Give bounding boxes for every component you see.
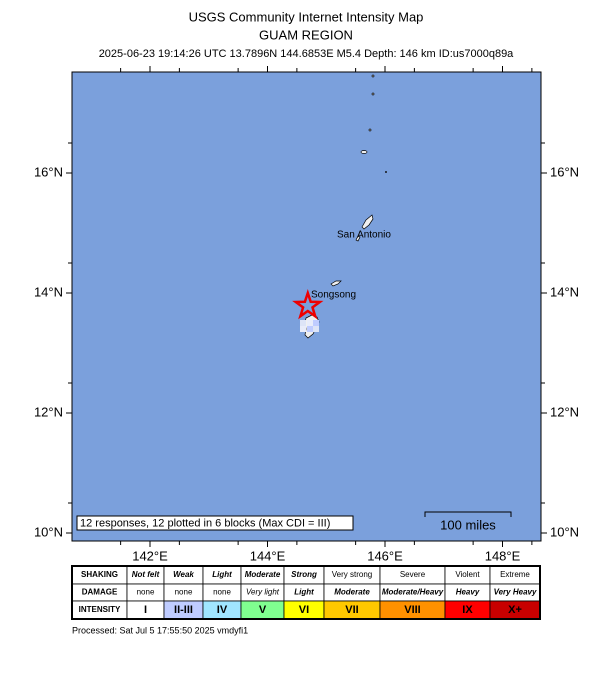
intensity-label: X+ xyxy=(508,604,522,616)
cdi-block xyxy=(300,320,306,326)
ocean xyxy=(71,71,542,542)
event-info: 2025-06-23 19:14:26 UTC 13.7896N 144.685… xyxy=(99,48,514,60)
island xyxy=(385,171,387,173)
legend-text: Violent xyxy=(455,570,480,579)
lat-label: 10°N xyxy=(34,524,63,539)
lon-label: 144°E xyxy=(250,548,286,563)
scale-bar xyxy=(424,511,512,517)
island xyxy=(368,128,372,132)
cdi-block xyxy=(313,326,319,332)
legend: SHAKING Not felt Weak Light Moderate Strong Ve… xyxy=(71,565,541,620)
intensity-label: IV xyxy=(217,604,228,616)
intensity-label: VII xyxy=(345,604,358,616)
subtitle: GUAM REGION xyxy=(259,27,353,42)
title: USGS Community Internet Intensity Map xyxy=(189,9,424,24)
lon-label: 146°E xyxy=(367,548,403,563)
legend-text: Moderate xyxy=(334,588,370,597)
legend-row-label: INTENSITY xyxy=(79,605,121,614)
lon-label: 148°E xyxy=(485,548,521,563)
legend-text: Not felt xyxy=(132,570,160,579)
island xyxy=(371,74,375,78)
place-label: Songsong xyxy=(311,290,356,301)
intensity-label: VI xyxy=(299,604,309,616)
lat-label: 14°N xyxy=(550,284,579,299)
scale-label: 100 miles xyxy=(440,517,496,532)
rota xyxy=(330,280,342,287)
lon-label: 142°E xyxy=(132,548,168,563)
legend-text: Strong xyxy=(291,570,317,579)
intensity-label: I xyxy=(144,604,147,616)
lat-label: 14°N xyxy=(34,284,63,299)
legend-row-label: DAMAGE xyxy=(82,588,118,597)
legend-text: Extreme xyxy=(500,570,530,579)
legend-text: Moderate/Heavy xyxy=(382,588,444,597)
legend-text: none xyxy=(175,588,193,597)
legend-text: Very Heavy xyxy=(494,588,537,597)
place-label: San Antonio xyxy=(337,230,391,241)
tinian xyxy=(355,235,361,242)
saipan xyxy=(361,214,374,230)
footer: Processed: Sat Jul 5 17:55:50 2025 vmdyf… xyxy=(72,625,248,635)
legend-text: Weak xyxy=(173,570,194,579)
legend-text: none xyxy=(137,588,155,597)
cdi-block xyxy=(300,326,306,332)
cdi-block xyxy=(307,326,313,332)
anatahan xyxy=(360,150,368,154)
response-text: 12 responses, 12 plotted in 6 blocks (Ma… xyxy=(80,517,330,529)
lat-label: 10°N xyxy=(550,524,579,539)
lat-label: 12°N xyxy=(34,404,63,419)
intensity-label: VIII xyxy=(404,604,421,616)
intensity-label: V xyxy=(259,604,267,616)
legend-text: Very strong xyxy=(332,570,372,579)
island xyxy=(371,92,375,96)
intensity-label: IX xyxy=(462,604,473,616)
response-box xyxy=(76,515,354,531)
lat-label: 16°N xyxy=(550,164,579,179)
intensity-label: II-III xyxy=(174,604,193,616)
legend-row-label: SHAKING xyxy=(81,570,118,579)
legend-text: Light xyxy=(212,570,232,579)
epicenter xyxy=(292,289,324,320)
legend-text: Heavy xyxy=(456,588,480,597)
legend-text: Severe xyxy=(400,570,426,579)
lat-label: 16°N xyxy=(34,164,63,179)
legend-text: Moderate xyxy=(245,570,281,579)
legend-text: none xyxy=(213,588,231,597)
islands xyxy=(300,74,387,339)
legend-border xyxy=(71,565,541,620)
cdi-block xyxy=(307,320,313,326)
lat-label: 12°N xyxy=(550,404,579,419)
legend-text: Light xyxy=(294,588,314,597)
legend-text: Very light xyxy=(246,588,280,597)
cdi-block xyxy=(313,320,319,326)
